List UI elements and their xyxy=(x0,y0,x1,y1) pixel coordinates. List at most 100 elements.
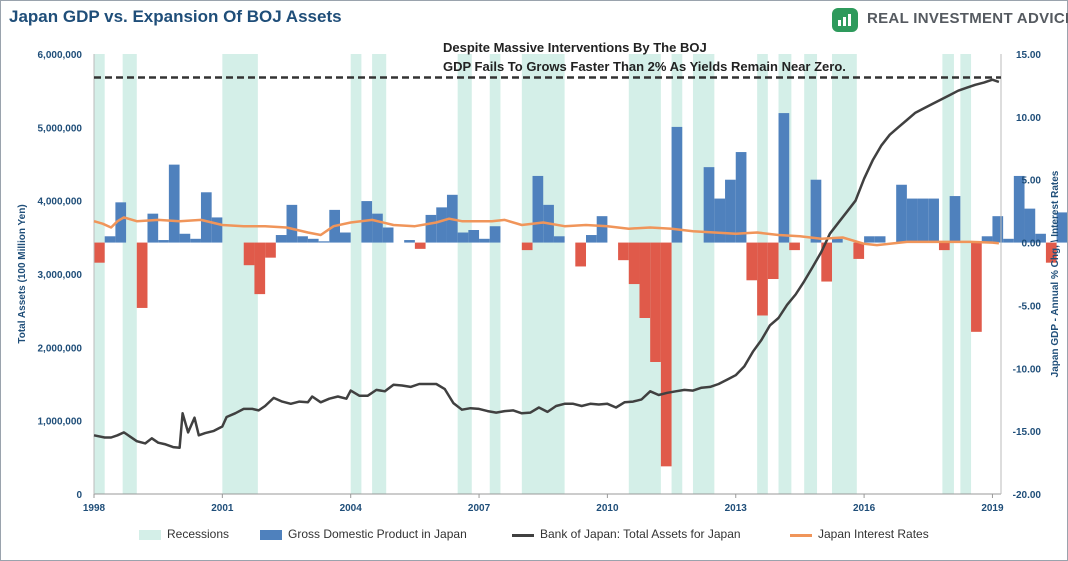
gdp-bar xyxy=(243,242,255,266)
gdp-bar xyxy=(521,242,533,251)
gdp-bar xyxy=(468,230,480,243)
recession-band xyxy=(960,54,972,494)
gdp-bar xyxy=(938,242,950,251)
gdp-bar xyxy=(1045,242,1057,263)
gdp-bar xyxy=(971,242,982,332)
gdp-bar xyxy=(810,179,822,243)
gdp-bar xyxy=(671,126,683,243)
left-tick-label: 4,000,000 xyxy=(38,197,83,208)
legend-swatch-recessions xyxy=(139,530,161,540)
left-tick-label: 6,000,000 xyxy=(38,50,83,61)
legend-label: Gross Domestic Product in Japan xyxy=(288,527,467,541)
gdp-bar xyxy=(372,213,383,243)
recession-band xyxy=(372,54,387,494)
right-tick-label: 0.00 xyxy=(1022,239,1042,250)
series-lines xyxy=(93,76,1001,450)
gdp-bar xyxy=(136,242,148,308)
recession-band xyxy=(521,54,565,494)
gdp-bar xyxy=(479,238,490,243)
recession-band xyxy=(671,54,683,494)
gdp-bar xyxy=(286,204,298,243)
gdp-bar xyxy=(414,242,426,249)
right-tick-label: -20.00 xyxy=(1013,490,1042,501)
gdp-bar xyxy=(275,235,287,243)
left-tick-label: 5,000,000 xyxy=(38,123,83,134)
gdp-bar xyxy=(147,213,159,243)
gdp-bar xyxy=(1013,175,1025,243)
gdp-bar xyxy=(949,196,961,243)
gdp-bar xyxy=(746,242,758,281)
annotation-line: Despite Massive Interventions By The BOJ xyxy=(443,40,707,55)
legend-label: Bank of Japan: Total Assets for Japan xyxy=(540,527,741,541)
gdp-bar xyxy=(628,242,640,285)
legend-swatch-gdp xyxy=(260,530,282,540)
gdp-bar xyxy=(340,232,351,243)
recession-band xyxy=(942,54,954,494)
legend-line-boj-assets xyxy=(512,534,534,537)
gdp-bar xyxy=(382,227,394,243)
left-tick-label: 1,000,000 xyxy=(38,417,83,428)
gdp-bar xyxy=(767,242,779,280)
gdp-bar xyxy=(457,232,469,243)
recession-bands xyxy=(94,54,972,494)
right-tick-label: 10.00 xyxy=(1016,113,1041,124)
gdp-bar xyxy=(896,184,907,243)
gdp-bar xyxy=(190,238,201,243)
gdp-bar xyxy=(714,198,726,243)
bar-chart-logo-icon xyxy=(832,8,858,32)
right-axis-title: Japan GDP - Annual % Chg, \ Interest Rat… xyxy=(1050,170,1061,377)
gdp-bar xyxy=(1056,212,1067,243)
recession-band xyxy=(350,54,362,494)
gdp-bar xyxy=(158,240,169,243)
x-tick-label: 2001 xyxy=(211,503,234,514)
recession-band xyxy=(122,54,137,494)
gdp-bar xyxy=(906,198,918,243)
gdp-bar xyxy=(1024,208,1036,243)
left-tick-label: 2,000,000 xyxy=(38,343,83,354)
gdp-bar xyxy=(532,175,544,243)
gdp-bar xyxy=(553,236,565,243)
gdp-bar xyxy=(735,152,747,243)
gdp-bar xyxy=(639,242,651,318)
chart: 0 1,000,000 2,000,000 3,000,000 4,000,000 5,0… xyxy=(17,40,1067,514)
gdp-bar xyxy=(757,242,768,316)
chart-annotation: Despite Massive Interventions By The BOJ… xyxy=(443,40,846,74)
gdp-bar xyxy=(425,214,437,243)
gdp-bar xyxy=(104,236,116,243)
left-tick-label: 3,000,000 xyxy=(38,270,83,281)
gdp-bar xyxy=(179,233,191,243)
legend-label: Japan Interest Rates xyxy=(818,527,929,541)
gdp-bar xyxy=(650,242,661,362)
gdp-bar xyxy=(864,236,875,243)
x-tick-label: 2013 xyxy=(725,503,748,514)
x-tick-label: 2010 xyxy=(596,503,619,514)
x-tick-label: 2004 xyxy=(340,503,363,514)
gdp-bar xyxy=(992,216,1004,243)
gdp-bar xyxy=(928,198,939,243)
interest-rates-line xyxy=(93,216,1000,247)
gdp-bar xyxy=(1035,233,1046,243)
gdp-bar xyxy=(703,167,715,243)
right-tick-label: -5.00 xyxy=(1018,301,1041,312)
gdp-bar xyxy=(361,201,373,243)
gdp-bar xyxy=(917,198,929,243)
boj-assets-line xyxy=(93,78,1000,450)
gdp-bar xyxy=(115,202,127,243)
annotation-line: GDP Fails To Grows Faster Than 2% As Yie… xyxy=(443,59,846,74)
gdp-bar xyxy=(575,242,587,267)
gdp-bar xyxy=(265,242,276,258)
tick-labels: 0 1,000,000 2,000,000 3,000,000 4,000,000 5,0… xyxy=(17,50,1061,514)
right-tick-label: -10.00 xyxy=(1013,364,1042,375)
gdp-bar xyxy=(168,164,180,243)
gdp-bar xyxy=(1003,238,1014,243)
x-tick-label: 1998 xyxy=(83,503,106,514)
gdp-bar xyxy=(821,242,833,282)
gdp-bar xyxy=(832,238,843,243)
recession-band xyxy=(94,54,105,494)
gdp-bar xyxy=(789,242,800,251)
x-tick-label: 2007 xyxy=(468,503,491,514)
gdp-bar xyxy=(297,236,308,243)
recession-band xyxy=(489,54,501,494)
gdp-bar xyxy=(618,242,629,261)
